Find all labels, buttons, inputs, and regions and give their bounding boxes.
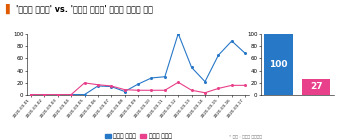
Bar [302,79,330,95]
Legend: 김부겸 주호영, 주호영 김부겸: 김부겸 주호영, 주호영 김부겸 [102,131,174,140]
Text: 100: 100 [269,60,288,69]
Text: 27: 27 [310,82,323,91]
Bar [264,34,293,95]
Text: * 자료 : 네이버 데이터랩: * 자료 : 네이버 데이터랩 [229,135,262,139]
Text: '김부겸 주호영' vs. '주호영 김부겸' 네이버 검색량 비교: '김부겸 주호영' vs. '주호영 김부겸' 네이버 검색량 비교 [16,4,153,13]
Text: ▌: ▌ [5,4,12,14]
